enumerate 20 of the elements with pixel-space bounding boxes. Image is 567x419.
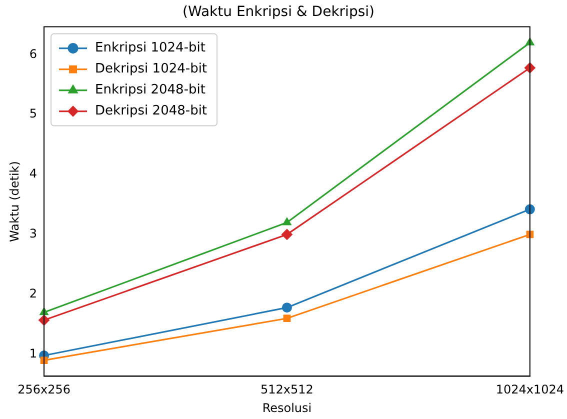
legend-label: Dekripsi 1024-bit [95,62,208,77]
y-tick-label: 5 [29,106,38,121]
legend-label: Enkripsi 1024-bit [95,40,206,56]
x-tick-label: 512x512 [260,382,314,397]
point [283,314,291,322]
y-tick-label: 6 [29,46,38,61]
legend-label: Dekripsi 2048-bit [95,104,208,119]
y-tick-label: 3 [29,226,38,241]
point [281,228,292,240]
y-tick-label: 1 [29,346,38,360]
chart-title: (Waktu Enkripsi & Dekripsi) [182,4,374,20]
y-tick-label: 2 [29,286,38,301]
x-axis-title: Resolusi [262,400,312,415]
x-tick-label: 256x256 [18,382,70,397]
y-tick-label: 4 [29,166,38,181]
point [282,302,292,313]
legend-label: Enkripsi 2048-bit [95,82,206,98]
y-axis-title: Waktu (detik) [7,161,22,242]
point [282,217,292,226]
x-tick-label: 1024x1024 [496,382,564,397]
